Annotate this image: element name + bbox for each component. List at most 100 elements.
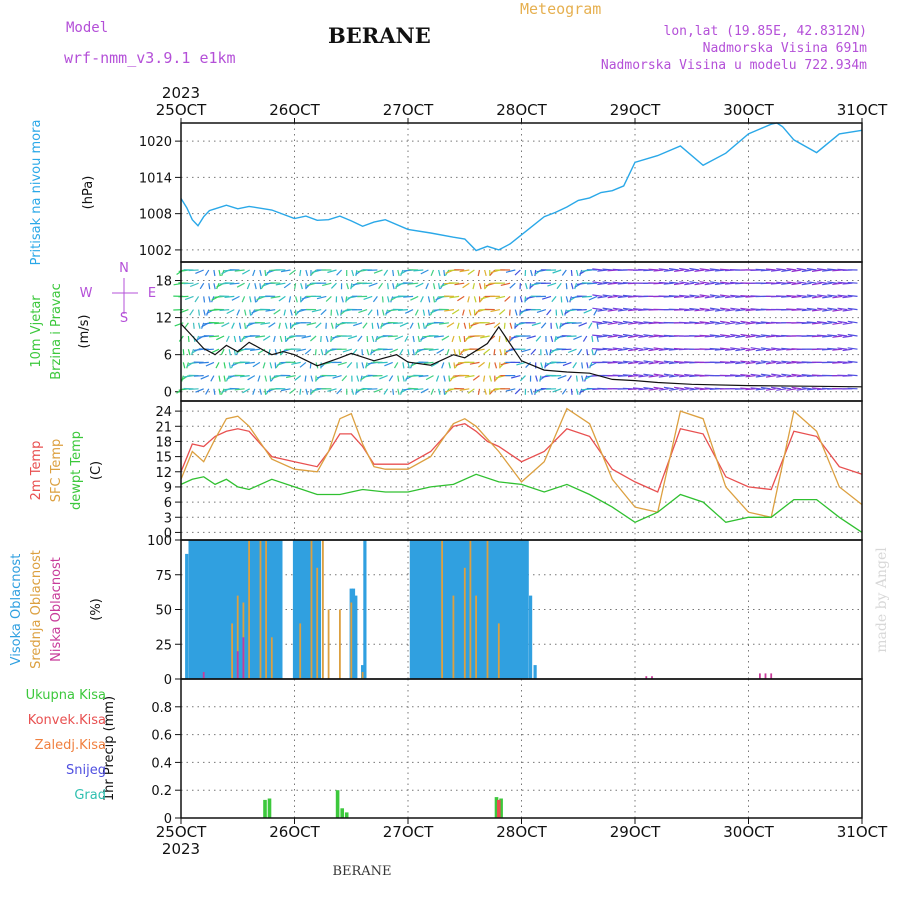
wind-arrow xyxy=(545,349,549,356)
wind-arrow xyxy=(832,335,843,338)
wind-arrow xyxy=(842,282,853,285)
wind-arrow xyxy=(516,361,526,366)
wind-arrow xyxy=(663,269,674,272)
wind-arrow xyxy=(622,294,633,297)
cloud-bar xyxy=(502,540,507,679)
wind-arrow xyxy=(638,322,649,325)
wind-arrow xyxy=(684,269,695,273)
wind-arrow xyxy=(546,309,552,316)
wind-arrow xyxy=(771,386,781,390)
wind-arrow xyxy=(745,361,756,365)
wind-arrow xyxy=(837,361,848,363)
wind-arrow xyxy=(745,348,756,352)
cloud-bar xyxy=(473,540,477,679)
wind-arrow xyxy=(719,361,730,363)
wind-arrow xyxy=(373,269,383,274)
wind-arrow xyxy=(648,335,659,338)
cloud-bar xyxy=(259,540,262,679)
wind-arrow xyxy=(806,307,817,311)
wind-arrow xyxy=(577,348,583,356)
wind-arrow xyxy=(384,361,393,367)
wind-arrow xyxy=(509,322,513,329)
cloud-bar xyxy=(188,540,192,679)
wind-arrow xyxy=(822,282,832,286)
wind-arrow xyxy=(658,348,669,351)
wind-arrow xyxy=(435,375,440,382)
wind-arrow xyxy=(578,322,588,327)
wind-arrow xyxy=(351,388,355,395)
wind-arrow xyxy=(242,269,250,275)
wind-arrow xyxy=(280,388,291,392)
precip-bar xyxy=(267,798,272,818)
cloud-bar xyxy=(486,540,489,679)
wind-arrow xyxy=(490,309,501,313)
wind-arrow xyxy=(730,333,741,337)
wind-arrow xyxy=(552,269,562,274)
wind-arrow xyxy=(363,295,373,300)
wind-arrow xyxy=(439,322,449,325)
wind-arrow xyxy=(786,361,797,365)
wind-arrow xyxy=(684,322,695,324)
wind-arrow xyxy=(755,335,766,338)
wind-arrow xyxy=(750,334,761,337)
wind-arrow xyxy=(638,335,649,338)
wind-arrow xyxy=(760,334,771,337)
wind-arrow xyxy=(438,283,441,290)
wind-arrow xyxy=(796,388,807,391)
cloud-bar xyxy=(480,540,484,679)
wind-arrow xyxy=(594,348,598,356)
wind-arrow xyxy=(622,333,633,337)
wind-arrow xyxy=(472,375,480,381)
wind-direction-label: W xyxy=(80,286,93,301)
wind-arrow xyxy=(668,268,679,271)
wind-arrow xyxy=(725,295,735,299)
wind-arrow xyxy=(557,375,567,380)
wind-arrow xyxy=(387,296,390,303)
wind-arrow xyxy=(776,281,787,284)
wind-arrow xyxy=(801,282,812,286)
cloud-bar xyxy=(308,540,312,679)
wind-arrow xyxy=(289,309,293,316)
wind-arrow xyxy=(588,295,598,301)
wind-arrow xyxy=(174,322,184,327)
wind-arrow xyxy=(187,349,191,356)
wind-arrow xyxy=(311,309,322,313)
wind-arrow xyxy=(740,333,751,337)
wind-arrow xyxy=(592,307,603,311)
wind-arrow xyxy=(648,268,659,271)
wind-arrow xyxy=(189,309,194,316)
wind-arrow xyxy=(567,348,577,354)
wind-arrow xyxy=(653,334,664,337)
wind-arrow xyxy=(509,282,516,289)
wind-arrow xyxy=(765,361,776,365)
wind-arrow xyxy=(431,361,439,368)
cloud-bar xyxy=(274,540,278,679)
wind-arrow xyxy=(765,268,776,271)
wind-arrow xyxy=(725,335,735,338)
footer-station: BERANE xyxy=(332,864,391,879)
cloud-bar xyxy=(327,609,330,679)
wind-arrow xyxy=(371,322,374,329)
precip-legend-item: Ukupna Kisa xyxy=(26,688,106,703)
cloud-bar xyxy=(351,588,356,679)
cloud-bar xyxy=(457,540,461,679)
cloud-bar xyxy=(256,540,260,679)
wind-arrow xyxy=(730,320,741,324)
wind-arrow xyxy=(306,322,317,326)
wind-arrow xyxy=(342,348,352,353)
y-tick-label: 12 xyxy=(155,312,172,327)
wind-arrow xyxy=(597,282,608,286)
wind-arrow xyxy=(346,362,353,369)
wind-arrow xyxy=(735,295,746,298)
wind-arrow xyxy=(740,347,751,350)
wind-arrow xyxy=(270,295,281,299)
wind-arrow xyxy=(745,375,756,378)
wind-arrow xyxy=(617,375,628,377)
cloud-bar xyxy=(441,540,445,679)
wind-arrow xyxy=(535,375,538,382)
wind-arrow xyxy=(822,335,832,338)
wind-arrow xyxy=(709,294,720,297)
precip-bar xyxy=(494,797,499,818)
y-tick-label: 15 xyxy=(155,451,172,466)
cloud-bar xyxy=(498,540,502,679)
